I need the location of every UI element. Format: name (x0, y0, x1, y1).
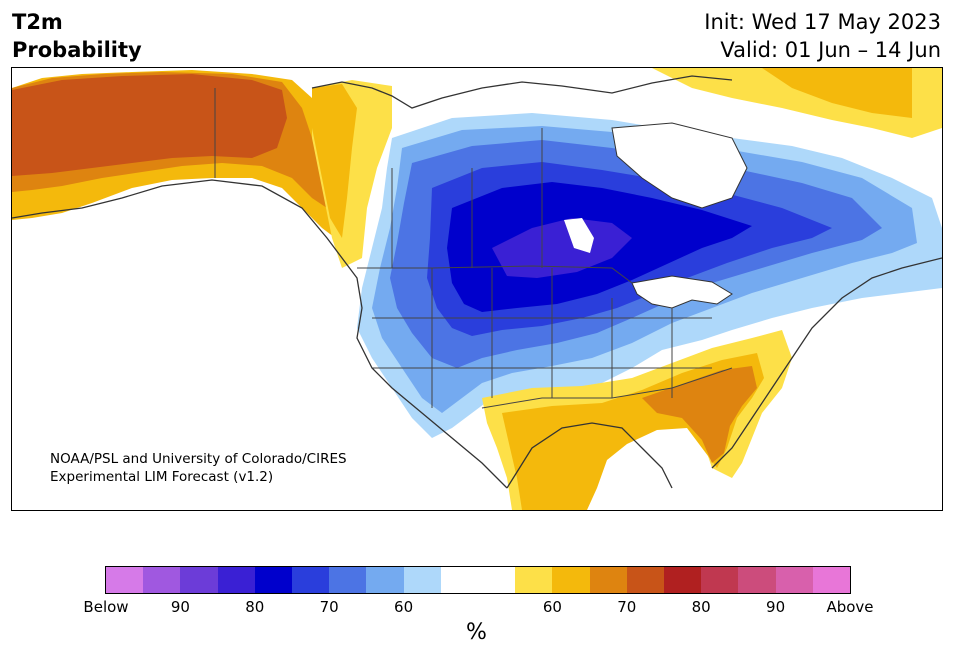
colorbar-cell (775, 567, 813, 593)
init-date: Init: Wed 17 May 2023 (704, 10, 941, 34)
colorbar-cell (403, 567, 441, 593)
lake-winnipeg (564, 218, 594, 253)
valid-range: Valid: 01 Jun – 14 Jun (720, 38, 941, 62)
colorbar-cell (143, 567, 181, 593)
colorbar-cell (254, 567, 293, 593)
credit-line-1: NOAA/PSL and University of Colorado/CIRE… (50, 451, 347, 467)
colorbar-cell (292, 567, 330, 593)
colorbar-label: 70 (617, 598, 637, 616)
colorbar-cell (440, 567, 479, 593)
map-canvas (12, 68, 942, 510)
colorbar-cell (180, 567, 218, 593)
colorbar-cell (664, 567, 702, 593)
colorbar-cell (701, 567, 739, 593)
colorbar-label: 60 (394, 598, 414, 616)
data-credit: NOAA/PSL and University of Colorado/CIRE… (50, 450, 347, 486)
colorbar-cell (552, 567, 590, 593)
colorbar-cell (329, 567, 367, 593)
colorbar-cell (738, 567, 776, 593)
borders (214, 88, 733, 409)
probability-colorbar (105, 566, 851, 594)
probability-map: NOAA/PSL and University of Colorado/CIRE… (11, 67, 943, 511)
colorbar-label: Below (83, 598, 129, 616)
colorbar-cell (366, 567, 404, 593)
coastlines (12, 75, 942, 489)
alaska-above-80 (12, 74, 287, 176)
colorbar-cell (106, 567, 144, 593)
map-title: T2m Probability (12, 8, 142, 64)
credit-line-2: Experimental LIM Forecast (v1.2) (50, 469, 274, 485)
colorbar-cell (217, 567, 255, 593)
colorbar-label: 90 (170, 598, 190, 616)
southeast-above-70 (642, 366, 757, 463)
colorbar-labels: Below 90 80 70 60 60 70 80 90 Above (83, 598, 873, 618)
colorbar-cell (589, 567, 627, 593)
cold-region-max (492, 218, 632, 278)
colorbar-cell (515, 567, 553, 593)
colorbar-cell (478, 567, 516, 593)
bc-above-60 (312, 84, 357, 238)
colorbar-unit: % (466, 620, 487, 645)
colorbar-label: 60 (542, 598, 562, 616)
hudson-bay (611, 122, 748, 209)
title-line-1: T2m (12, 10, 63, 34)
colorbar-label: 80 (691, 598, 711, 616)
forecast-dates: Init: Wed 17 May 2023 Valid: 01 Jun – 14… (704, 8, 941, 64)
title-line-2: Probability (12, 38, 142, 62)
colorbar-label: 90 (766, 598, 786, 616)
colorbar-label: 80 (245, 598, 265, 616)
colorbar-label: 70 (319, 598, 339, 616)
colorbar-label: Above (826, 598, 874, 616)
greenland-above-60 (762, 68, 912, 118)
colorbar-cell (812, 567, 851, 593)
great-lakes (631, 275, 733, 309)
colorbar-cell (626, 567, 665, 593)
